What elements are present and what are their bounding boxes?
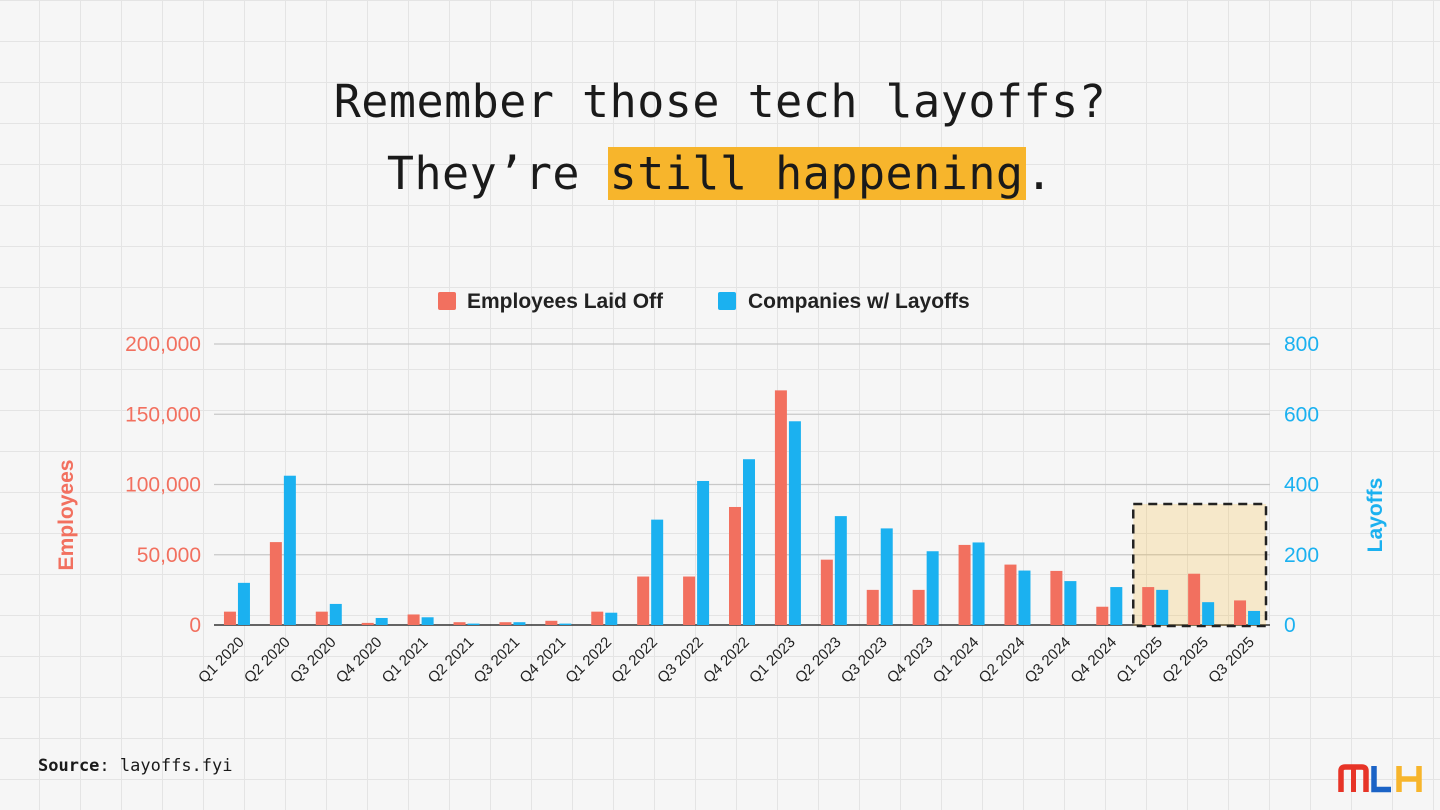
x-tick-label: Q3 2023 [838, 634, 891, 687]
bar-employees [223, 611, 236, 625]
bar-companies [743, 459, 755, 625]
bar-employees [1234, 600, 1247, 625]
y-right-axis-title: Layoffs [1364, 478, 1387, 553]
bar-companies [1202, 602, 1215, 625]
x-tick-label: Q4 2024 [1067, 634, 1120, 687]
bar-companies [513, 622, 526, 625]
bar-employees [1188, 573, 1201, 625]
bar-companies [697, 480, 710, 625]
x-tick-label: Q1 2023 [746, 634, 799, 687]
x-tick-label: Q2 2024 [976, 634, 1029, 687]
y-right-tick-label: 200 [1284, 544, 1319, 567]
logo-letter-m [1338, 764, 1369, 792]
y-left-tick-label: 200,000 [125, 333, 201, 356]
y-left-tick-label: 50,000 [137, 544, 201, 567]
x-tick-label: Q2 2025 [1159, 634, 1212, 687]
legend-label-companies: Companies w/ Layoffs [748, 290, 970, 313]
bar-companies [467, 623, 480, 625]
y-left-tick-label: 100,000 [125, 474, 201, 497]
bar-companies [926, 551, 939, 625]
logo-letter-h [1396, 766, 1422, 792]
bar-companies [651, 519, 664, 625]
bar-employees [407, 614, 420, 625]
bar-employees [453, 622, 466, 625]
bar-employees [315, 611, 328, 625]
y-left-tick-label: 150,000 [125, 403, 201, 426]
bar-companies [329, 603, 342, 625]
bar-employees [1004, 564, 1017, 625]
bar-employees [637, 576, 650, 625]
x-tick-label: Q1 2022 [562, 634, 615, 687]
y-right-tick-label: 0 [1284, 614, 1296, 637]
source-note: Source: layoffs.fyi [38, 756, 233, 776]
bar-employees [958, 544, 971, 625]
x-tick-label: Q4 2020 [333, 634, 386, 687]
y-right-tick-label: 400 [1284, 474, 1319, 497]
headline-line-1: Remember those tech layoffs? [333, 75, 1107, 128]
headline-highlight: still happening [607, 147, 1026, 200]
x-tick-label: Q4 2021 [516, 634, 569, 687]
bar-employees [1096, 606, 1109, 625]
bar-employees [545, 620, 558, 625]
source-separator: : [99, 756, 120, 776]
x-tick-label: Q4 2023 [884, 634, 937, 687]
bar-employees [361, 622, 374, 625]
bar-employees [866, 589, 879, 625]
bar-companies [1248, 610, 1261, 625]
bar-companies [559, 623, 572, 625]
x-tick-label: Q1 2020 [195, 634, 248, 687]
bar-companies [1064, 581, 1077, 625]
x-tick-label: Q1 2021 [379, 634, 432, 687]
legend-swatch-employees [438, 292, 456, 310]
source-value: layoffs.fyi [119, 756, 233, 776]
legend-label-employees: Employees Laid Off [467, 290, 664, 313]
bar-companies [972, 542, 985, 625]
bar-employees [912, 589, 925, 625]
bar-employees [269, 542, 282, 625]
x-tick-label: Q3 2020 [287, 634, 340, 687]
logo-letter-l [1371, 766, 1391, 793]
y-right-tick-label: 800 [1284, 333, 1319, 356]
x-tick-label: Q2 2022 [608, 634, 661, 687]
x-tick-label: Q2 2020 [241, 634, 294, 687]
bar-employees [1142, 587, 1155, 625]
bar-employees [1050, 570, 1063, 625]
bar-companies [375, 617, 388, 625]
bar-companies [834, 516, 847, 625]
x-tick-label: Q3 2025 [1205, 634, 1258, 687]
legend-swatch-companies [718, 292, 736, 310]
x-tick-label: Q3 2024 [1022, 634, 1075, 687]
y-left-tick-label: 0 [189, 614, 201, 637]
bar-employees [499, 622, 512, 625]
bar-employees [591, 611, 604, 625]
y-left-axis-title: Employees [55, 460, 78, 571]
bar-companies [880, 528, 893, 625]
bar-companies [1110, 587, 1123, 625]
bar-companies [1156, 589, 1169, 625]
x-tick-label: Q1 2024 [930, 634, 983, 687]
x-tick-label: Q1 2025 [1113, 634, 1166, 687]
bar-employees [683, 576, 696, 625]
layoffs-chart: 0 50,000 100,000 150,000 200,000 0 200 400 600 80… [55, 290, 1387, 687]
bar-employees [820, 559, 833, 625]
x-tick-label: Q3 2021 [471, 634, 524, 687]
bar-companies [1018, 570, 1031, 625]
mlh-logo [1338, 764, 1422, 793]
x-tick-label: Q2 2021 [425, 634, 478, 687]
headline-prefix: They’re [386, 147, 608, 200]
bar-companies [788, 421, 801, 625]
bar-employees [729, 506, 741, 625]
x-tick-label: Q4 2022 [700, 634, 753, 687]
x-tick-label: Q2 2023 [792, 634, 845, 687]
bar-companies [421, 617, 434, 625]
bar-companies [605, 612, 618, 625]
bar-companies [237, 582, 250, 625]
headline-line-2: They’re still happening. [0, 147, 1440, 200]
y-right-tick-label: 600 [1284, 403, 1319, 426]
bar-employees [774, 390, 787, 625]
headline-suffix: . [1025, 147, 1054, 200]
x-tick-label: Q3 2022 [654, 634, 707, 687]
bar-companies [283, 475, 296, 625]
source-label: Source [38, 756, 100, 776]
